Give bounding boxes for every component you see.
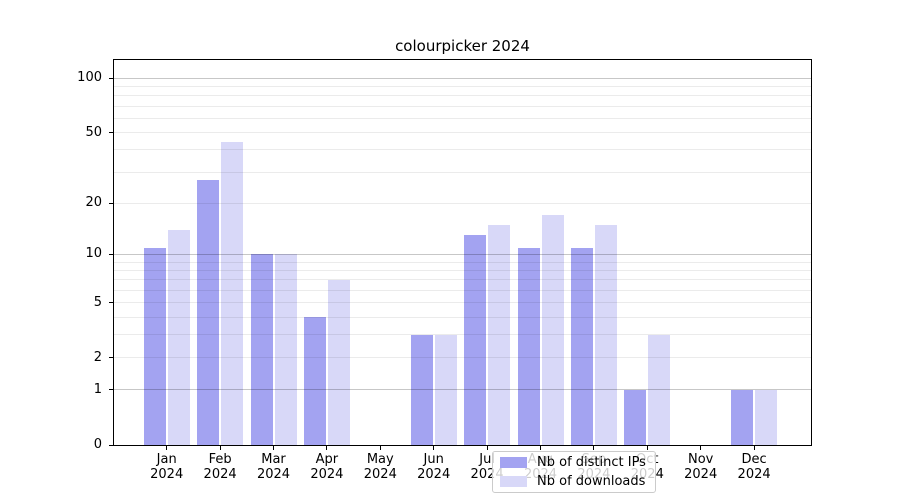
x-tick-month: Feb [208, 452, 232, 467]
y-tick-label-0: 0 [93, 437, 102, 452]
legend-swatch-downloads [500, 476, 527, 487]
x-tick-mark-nov [700, 446, 702, 450]
x-tick-year: 2024 [417, 467, 451, 482]
legend-row-downloads: Nb of downloads [500, 473, 648, 489]
x-tick-mark-feb [219, 446, 221, 450]
x-tick-year: 2024 [363, 467, 397, 482]
x-tick-label-apr: Apr 2024 [297, 452, 357, 482]
bar-downloads-jan [167, 229, 190, 445]
x-tick-month: Mar [261, 452, 286, 467]
x-tick-year: 2024 [684, 467, 718, 482]
y-tick-mark-10 [109, 253, 113, 255]
legend-label-downloads: Nb of downloads [537, 473, 646, 489]
y-tick-mark-50 [109, 132, 113, 133]
y-tick-label-10: 10 [85, 246, 102, 262]
x-tick-label-jun: Jun 2024 [404, 452, 464, 482]
x-tick-month: Jun [423, 452, 444, 467]
bar-downloads-mar [274, 254, 297, 445]
y-tick-mark-0 [109, 444, 113, 446]
bar-distinct-ips-mar [250, 254, 273, 445]
y-tick-mark-100 [109, 77, 113, 79]
plot-area: Nb of distinct IPs Nb of downloads [113, 59, 812, 493]
bar-downloads-feb [221, 142, 244, 445]
x-tick-mark-jan [166, 446, 168, 450]
x-tick-mark-dec [753, 446, 755, 450]
legend-label-distinct-ips: Nb of distinct IPs [537, 454, 646, 470]
x-tick-label-mar: Mar 2024 [244, 452, 304, 482]
x-tick-month: Apr [315, 452, 339, 467]
x-tick-year: 2024 [737, 467, 771, 482]
x-tick-year: 2024 [256, 467, 291, 482]
x-tick-month: Nov [688, 452, 714, 467]
bar-distinct-ips-oct [624, 389, 647, 445]
y-tick-label-50: 50 [85, 124, 102, 140]
y-tick-label-100: 100 [77, 70, 102, 86]
x-tick-year: 2024 [310, 467, 344, 482]
x-tick-mark-jul [486, 446, 488, 450]
legend-row-distinct-ips: Nb of distinct IPs [500, 454, 648, 470]
x-tick-label-dec: Dec 2024 [724, 452, 784, 482]
y-tick-label-20: 20 [85, 195, 102, 211]
y-tick-label-2: 2 [93, 349, 102, 365]
x-tick-mark-apr [326, 446, 328, 450]
bar-distinct-ips-aug [517, 247, 540, 445]
bar-distinct-ips-sep [570, 247, 593, 445]
legend: Nb of distinct IPs Nb of downloads [492, 451, 656, 493]
bar-downloads-dec [755, 389, 778, 445]
x-tick-mark-oct [646, 446, 648, 450]
bar-downloads-oct [648, 334, 671, 445]
x-tick-mark-sep [593, 446, 595, 450]
x-tick-label-jan: Jan 2024 [137, 452, 197, 482]
bar-downloads-jun [434, 334, 457, 445]
x-tick-year: 2024 [150, 467, 184, 482]
x-tick-month: Dec [741, 452, 767, 467]
x-tick-month: May [366, 452, 394, 467]
bar-downloads-sep [594, 224, 617, 445]
bars-layer [114, 60, 811, 445]
bar-distinct-ips-dec [731, 389, 754, 445]
x-tick-label-nov: Nov 2024 [671, 452, 731, 482]
bar-distinct-ips-jan [143, 247, 166, 445]
x-tick-month: Jan [156, 452, 177, 467]
bar-distinct-ips-jun [410, 334, 433, 445]
x-tick-label-feb: Feb 2024 [190, 452, 250, 482]
bar-distinct-ips-feb [197, 180, 220, 445]
y-tick-mark-20 [109, 202, 113, 204]
bar-distinct-ips-jul [464, 235, 487, 445]
bar-downloads-aug [541, 215, 564, 445]
x-tick-mark-mar [273, 446, 274, 450]
x-tick-month: Jul [479, 452, 495, 467]
bar-downloads-jul [488, 224, 511, 445]
bar-downloads-apr [327, 279, 350, 445]
chart-title: colourpicker 2024 [395, 37, 530, 55]
x-tick-mark-aug [540, 446, 541, 450]
y-tick-mark-5 [109, 302, 113, 304]
y-tick-label-5: 5 [93, 294, 102, 310]
y-tick-label-1: 1 [93, 381, 102, 397]
x-tick-mark-jun [433, 446, 435, 450]
y-tick-mark-2 [109, 357, 113, 359]
bar-distinct-ips-apr [303, 317, 326, 445]
x-tick-mark-may [379, 446, 381, 450]
y-tick-mark-1 [109, 389, 113, 391]
legend-swatch-distinct-ips [500, 457, 527, 468]
x-tick-label-may: May 2024 [350, 452, 410, 482]
x-tick-year: 2024 [203, 467, 237, 482]
